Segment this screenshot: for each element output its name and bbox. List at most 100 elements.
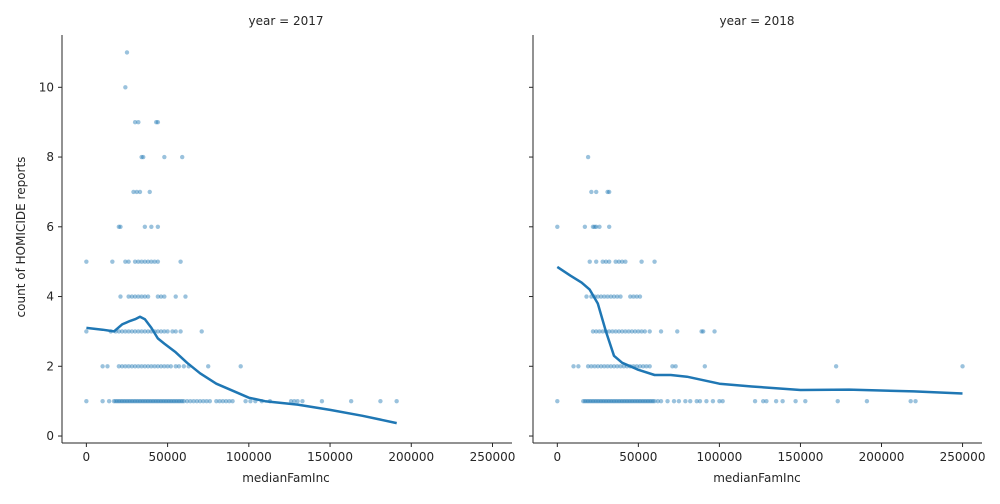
data-point xyxy=(84,329,89,334)
data-point xyxy=(606,398,612,404)
data-point xyxy=(594,259,599,264)
data-point xyxy=(639,259,644,264)
data-point xyxy=(118,398,123,404)
data-point xyxy=(644,398,649,404)
data-point xyxy=(613,259,618,264)
data-point xyxy=(595,294,601,299)
data-point xyxy=(160,398,165,404)
data-point xyxy=(84,398,89,404)
data-point xyxy=(181,364,187,369)
data-point xyxy=(585,364,591,369)
data-point xyxy=(171,398,177,404)
data-point xyxy=(833,364,839,369)
facet-2017: year = 2017 medianFamInc 0 50000 100000 150… xyxy=(39,14,516,485)
data-point xyxy=(132,294,138,299)
data-point xyxy=(116,398,122,404)
smoothing-line xyxy=(86,315,397,425)
data-point xyxy=(181,398,187,404)
data-point xyxy=(697,398,703,404)
data-point xyxy=(621,398,626,404)
y-tick-label: 10 xyxy=(39,80,54,94)
data-point xyxy=(623,329,628,334)
data-point xyxy=(675,329,680,334)
data-point xyxy=(149,364,154,369)
data-point xyxy=(158,329,164,334)
data-point xyxy=(155,259,161,264)
data-point xyxy=(608,364,614,369)
data-point xyxy=(655,398,661,404)
data-point xyxy=(590,398,596,404)
data-point xyxy=(611,398,617,404)
data-point xyxy=(191,398,196,404)
data-point xyxy=(152,364,157,369)
data-point xyxy=(175,398,180,404)
data-point xyxy=(129,329,135,334)
data-point xyxy=(126,398,131,404)
data-point xyxy=(394,398,399,404)
x-tick-label: 0 xyxy=(553,450,561,464)
data-point xyxy=(116,224,122,229)
data-point xyxy=(694,398,699,404)
data-point xyxy=(131,398,136,404)
data-point xyxy=(129,364,135,369)
data-point xyxy=(110,259,115,264)
data-point xyxy=(597,398,602,404)
data-point xyxy=(637,398,643,404)
x-tick-label: 100000 xyxy=(226,450,272,464)
data-point xyxy=(598,364,604,369)
data-point xyxy=(126,364,131,369)
data-point xyxy=(590,224,596,229)
data-point xyxy=(136,119,141,125)
data-point xyxy=(585,154,591,160)
data-point xyxy=(162,329,167,334)
x-tick-label: 50000 xyxy=(149,450,187,464)
data-point xyxy=(176,364,182,369)
data-point xyxy=(121,398,126,404)
data-point xyxy=(636,398,641,404)
data-point xyxy=(124,50,130,55)
data-point xyxy=(295,398,300,404)
data-point xyxy=(760,398,766,404)
data-point xyxy=(126,259,131,264)
data-point xyxy=(634,398,639,404)
data-point xyxy=(641,398,646,404)
data-point xyxy=(594,189,599,195)
data-point xyxy=(608,398,614,404)
data-point xyxy=(600,259,605,264)
data-point xyxy=(589,364,594,369)
data-point xyxy=(170,398,175,404)
data-point xyxy=(605,294,610,299)
data-point xyxy=(100,398,105,404)
data-point xyxy=(201,398,206,404)
data-point xyxy=(606,224,612,229)
data-point xyxy=(592,398,597,404)
data-point xyxy=(576,364,581,369)
data-point xyxy=(165,329,170,334)
data-point xyxy=(162,398,167,404)
data-point xyxy=(710,398,716,404)
data-point xyxy=(631,294,636,299)
data-point xyxy=(835,398,840,404)
data-point xyxy=(113,398,118,404)
data-point xyxy=(158,398,164,404)
data-point xyxy=(214,398,219,404)
data-point xyxy=(615,294,620,299)
data-point xyxy=(136,259,141,264)
data-point xyxy=(555,224,560,229)
data-point xyxy=(608,294,614,299)
data-point xyxy=(595,364,601,369)
data-point xyxy=(165,398,170,404)
data-point xyxy=(603,259,609,264)
data-point xyxy=(155,294,161,299)
data-point xyxy=(582,224,588,229)
data-point xyxy=(652,398,657,404)
data-point xyxy=(248,398,253,404)
data-point xyxy=(111,398,117,404)
data-point xyxy=(168,364,174,369)
data-point xyxy=(227,398,232,404)
data-point xyxy=(700,329,706,334)
data-point xyxy=(752,398,758,404)
data-point xyxy=(173,294,178,299)
data-point xyxy=(145,329,151,334)
